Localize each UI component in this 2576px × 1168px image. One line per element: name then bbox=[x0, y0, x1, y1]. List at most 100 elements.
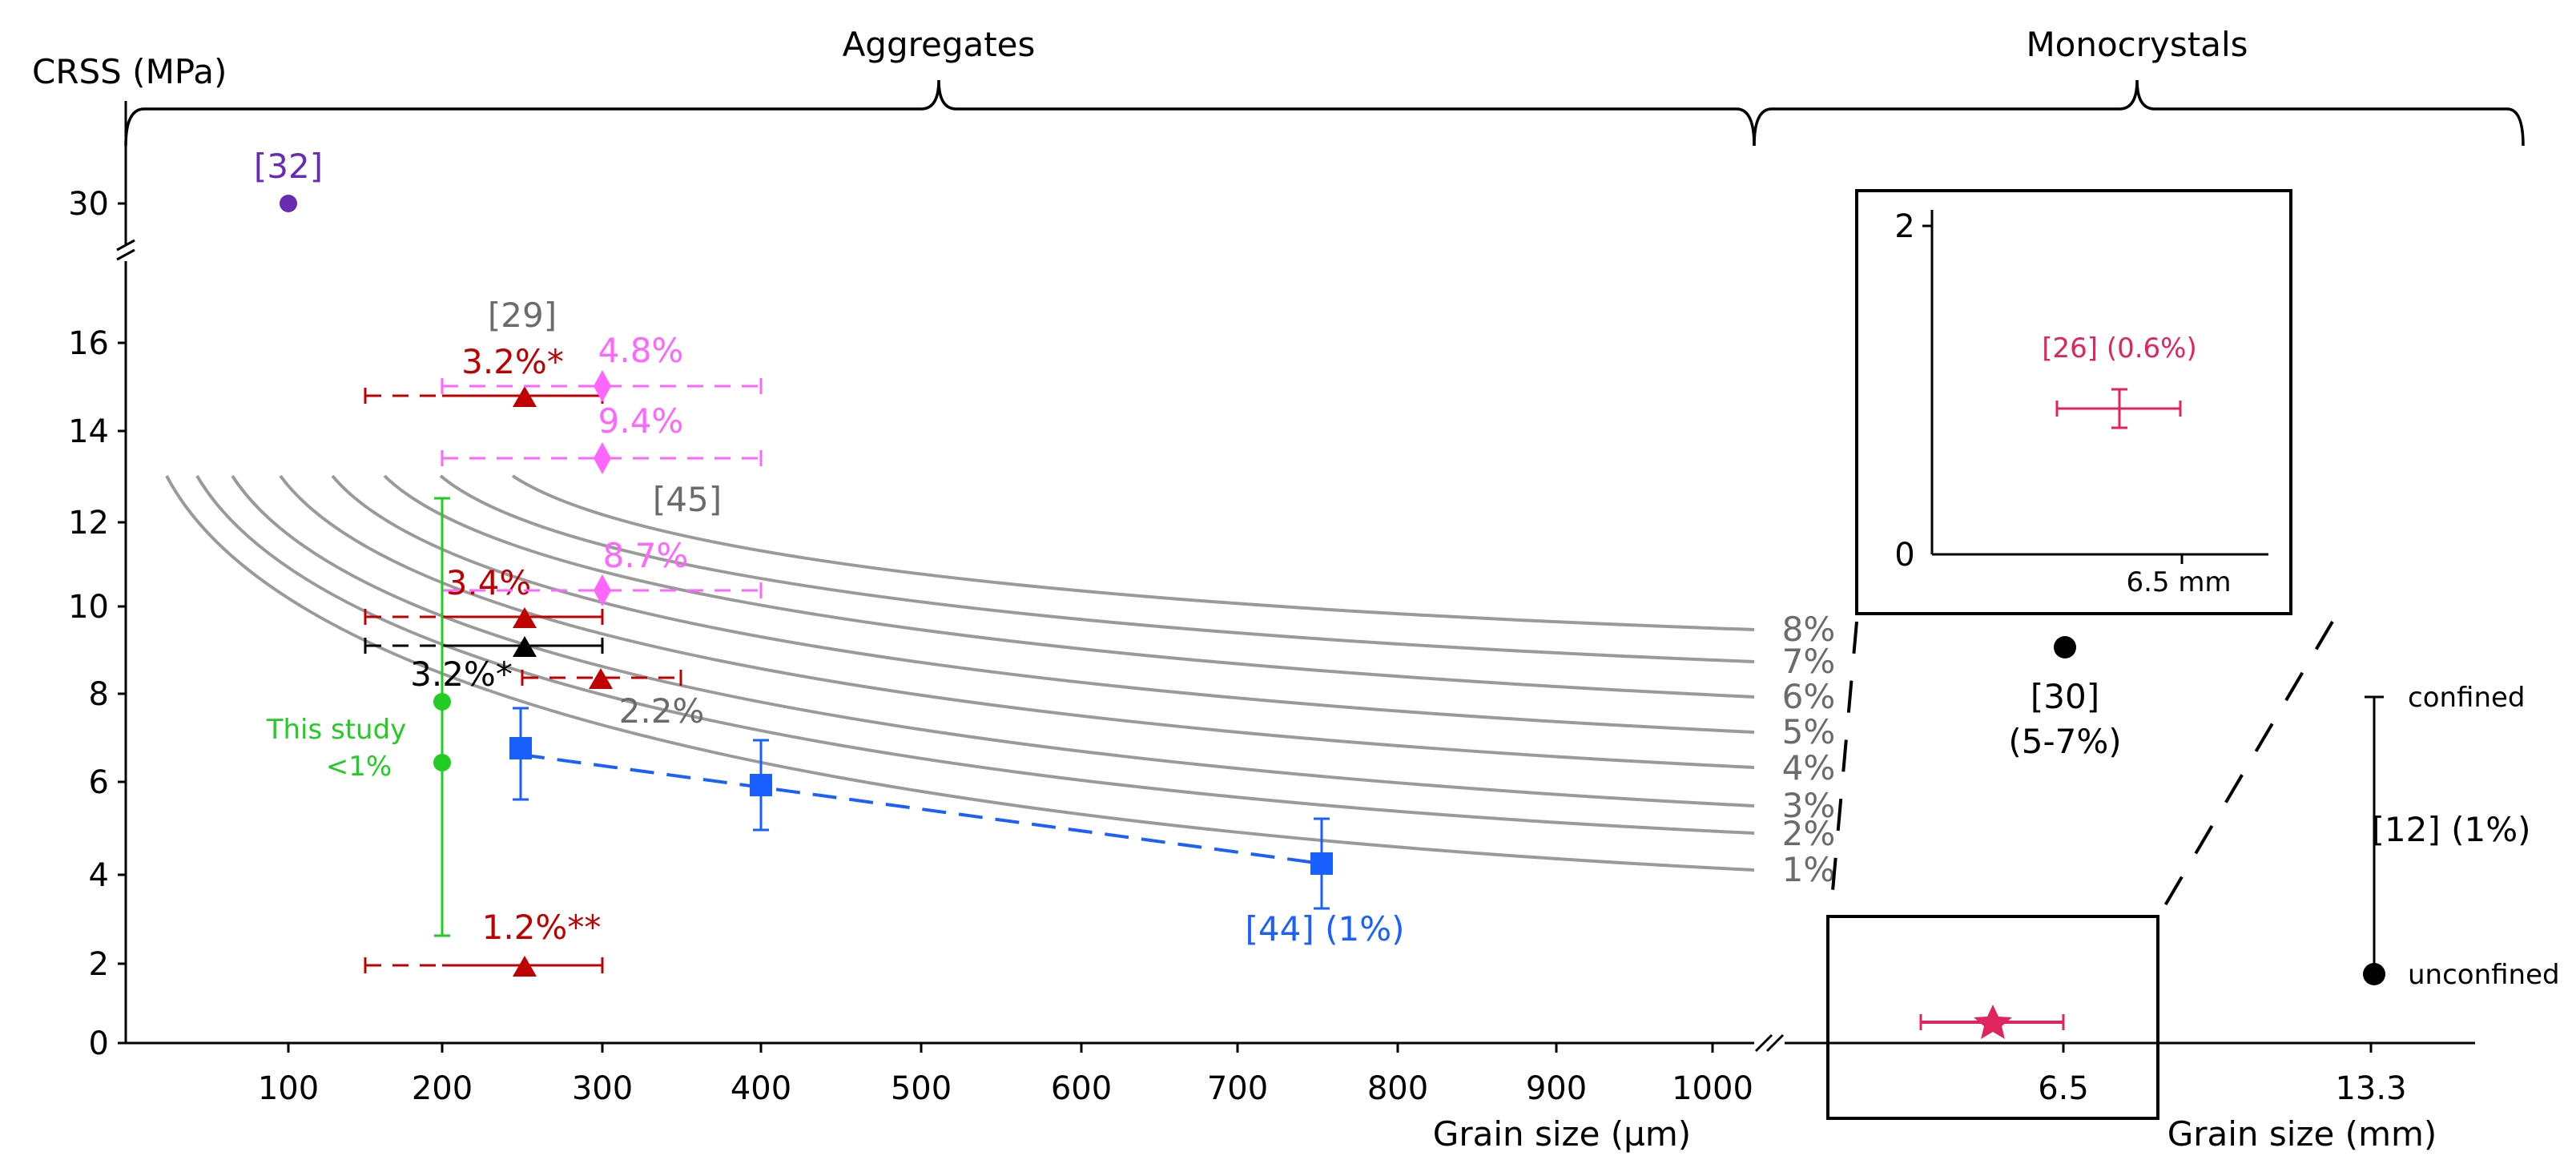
marker-blue-2 bbox=[750, 774, 772, 796]
label-red-4: 1.2%** bbox=[482, 908, 602, 947]
label-ref29: [29] bbox=[488, 296, 557, 335]
y-tick-12: 12 bbox=[68, 505, 109, 542]
x-axis-label-aggregates: Grain size (µm) bbox=[1433, 1114, 1691, 1154]
strain-curves: 1% 2% 3% 4% 5% 6% 7% 8% bbox=[165, 474, 1836, 889]
y-tick-4: 4 bbox=[89, 857, 109, 894]
y-axis-break-1 bbox=[116, 239, 135, 252]
point-ref32 bbox=[280, 195, 297, 212]
label-pink-3: 8.7% bbox=[603, 536, 689, 575]
x-ticks-aggregates: 100 200 300 400 500 600 700 800 900 1000 bbox=[258, 1043, 1753, 1107]
curve-label-7pct: 7% bbox=[1782, 642, 1836, 681]
marker-pink-3 bbox=[594, 574, 611, 606]
red-point-2: 3.4% bbox=[364, 563, 604, 628]
aggregates-label: Aggregates bbox=[843, 25, 1036, 64]
marker-blue-3 bbox=[1310, 852, 1333, 875]
label-pink-1: 4.8% bbox=[598, 331, 684, 370]
black-point: 3.2%* bbox=[364, 636, 604, 694]
x-axis-label-monocrystals: Grain size (mm) bbox=[2167, 1114, 2437, 1154]
inset-ytick-2: 2 bbox=[1894, 208, 1914, 245]
zoom-line-right bbox=[2158, 620, 2334, 916]
x-tick-900: 900 bbox=[1526, 1070, 1587, 1107]
marker-black bbox=[513, 636, 537, 657]
curve-8pct bbox=[511, 474, 1755, 631]
monocrystals-brace bbox=[1753, 79, 2525, 147]
marker-blue-1 bbox=[509, 737, 532, 759]
curve-label-2pct: 2% bbox=[1782, 814, 1836, 853]
inset-label-ref26: [26] (0.6%) bbox=[2042, 332, 2197, 364]
curve-label-6pct: 6% bbox=[1782, 677, 1836, 716]
x-tick-400: 400 bbox=[731, 1070, 791, 1107]
monocrystals-label: Monocrystals bbox=[2026, 25, 2248, 64]
curve-label-4pct: 4% bbox=[1782, 748, 1836, 787]
label-unconfined: unconfined bbox=[2408, 959, 2560, 991]
inset-frame bbox=[1855, 189, 2292, 615]
this-study: This study <1% bbox=[266, 497, 451, 937]
y-tick-6: 6 bbox=[89, 764, 109, 801]
zoom-region-box bbox=[1826, 915, 2159, 1120]
x-tick-100: 100 bbox=[258, 1070, 319, 1107]
curve-label-1pct: 1% bbox=[1782, 850, 1836, 889]
x-tick-700: 700 bbox=[1207, 1070, 1268, 1107]
ref26-point bbox=[1919, 1005, 2065, 1039]
marker-pink-2 bbox=[594, 442, 611, 474]
point-ref30 bbox=[2054, 636, 2076, 659]
label-this-study: This study bbox=[266, 714, 407, 746]
x-ticks-monocrystals: 6.5 13.3 bbox=[2038, 1043, 2407, 1107]
label-confined: confined bbox=[2408, 682, 2526, 714]
marker-red-1 bbox=[513, 386, 537, 407]
label-ref44: [44] (1%) bbox=[1246, 909, 1405, 948]
zoom-line-left bbox=[1831, 621, 1858, 892]
y-axis-break-2 bbox=[116, 248, 135, 261]
curve-label-3pct: 3% bbox=[1782, 786, 1836, 825]
curve-1pct bbox=[165, 475, 1755, 872]
inset-xtick: 6.5 mm bbox=[2126, 566, 2231, 598]
x-tick-6-5: 6.5 bbox=[2038, 1070, 2089, 1107]
label-black: 3.2%* bbox=[410, 654, 513, 694]
x-tick-13-3: 13.3 bbox=[2335, 1070, 2406, 1107]
y-ticks: 0 2 4 6 8 10 12 14 16 30 bbox=[68, 186, 126, 1062]
curve-4pct bbox=[279, 474, 1755, 769]
marker-red-2 bbox=[513, 607, 537, 628]
red-point-1: 3.2%* bbox=[364, 342, 604, 407]
blue-series: [44] (1%) bbox=[509, 707, 1405, 948]
curve-3pct bbox=[231, 474, 1755, 808]
y-tick-0: 0 bbox=[89, 1025, 109, 1062]
y-tick-2: 2 bbox=[89, 946, 109, 983]
label-this-study-sub: <1% bbox=[326, 751, 392, 783]
x-tick-800: 800 bbox=[1367, 1070, 1428, 1107]
y-tick-30: 30 bbox=[68, 186, 109, 223]
marker-ref26-star bbox=[1974, 1005, 2012, 1039]
curve-label-8pct: 8% bbox=[1782, 610, 1836, 649]
inset: 2 0 6.5 mm [26] (0.6%) bbox=[1855, 189, 2292, 615]
y-tick-8: 8 bbox=[89, 676, 109, 713]
x-tick-200: 200 bbox=[412, 1070, 473, 1107]
x-axis-break-2 bbox=[1765, 1033, 1785, 1053]
x-axis-break-1 bbox=[1754, 1033, 1773, 1053]
inset-ytick-0: 0 bbox=[1894, 537, 1914, 574]
marker-pink-1 bbox=[594, 370, 611, 402]
x-tick-600: 600 bbox=[1051, 1070, 1112, 1107]
point-ref12 bbox=[2363, 963, 2385, 985]
red-point-3: 2.2% bbox=[521, 668, 705, 731]
label-ref32: [32] bbox=[254, 147, 323, 186]
x-tick-300: 300 bbox=[572, 1070, 633, 1107]
blue-dashed-fit bbox=[520, 753, 1322, 865]
curve-label-5pct: 5% bbox=[1782, 712, 1836, 751]
marker-red-3 bbox=[589, 668, 613, 689]
label-pink-2: 9.4% bbox=[598, 401, 684, 441]
curve-5pct bbox=[331, 474, 1755, 734]
x-tick-1000: 1000 bbox=[1672, 1070, 1753, 1107]
y-tick-14: 14 bbox=[68, 413, 109, 450]
curve-6pct bbox=[383, 474, 1755, 699]
marker-green-1 bbox=[433, 693, 451, 711]
red-point-4: 1.2%** bbox=[364, 908, 604, 977]
ref12-range: confined unconfined [12] (1%) bbox=[2363, 682, 2560, 991]
y-tick-16: 16 bbox=[68, 325, 109, 362]
pink-point-2: 9.4% bbox=[441, 401, 763, 474]
label-ref12: [12] (1%) bbox=[2372, 810, 2531, 849]
y-axis-label: CRSS (MPa) bbox=[32, 52, 227, 91]
label-red-3: 2.2% bbox=[619, 691, 705, 731]
pink-point-1: 4.8% bbox=[441, 331, 763, 402]
marker-red-4 bbox=[513, 956, 537, 977]
